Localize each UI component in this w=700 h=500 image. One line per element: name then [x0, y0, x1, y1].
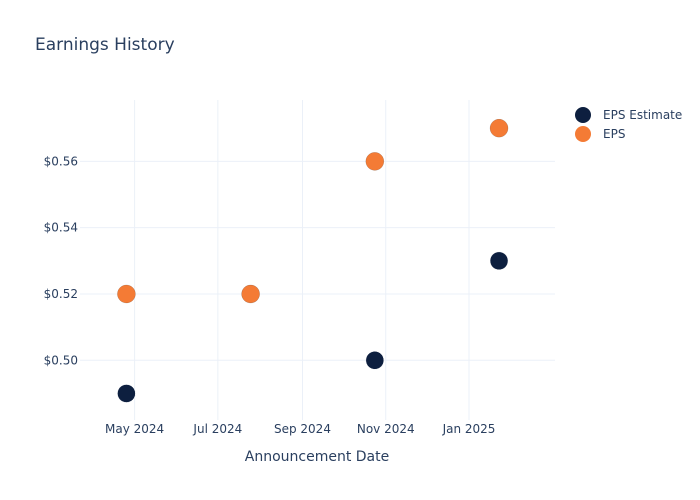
- legend[interactable]: EPS Estimate EPS: [575, 107, 682, 142]
- legend-item[interactable]: EPS Estimate: [575, 107, 682, 123]
- data-point[interactable]: [117, 284, 136, 304]
- data-point[interactable]: [117, 384, 136, 403]
- data-point[interactable]: [365, 152, 385, 171]
- legend-label: EPS Estimate: [603, 108, 682, 122]
- x-tick-label: Jul 2024: [192, 422, 242, 436]
- series-eps-estimate: [117, 251, 509, 403]
- y-tick-label: $0.50: [44, 353, 78, 367]
- data-point[interactable]: [489, 251, 509, 271]
- y-tick-label: $0.56: [44, 154, 78, 168]
- data-point[interactable]: [489, 118, 509, 138]
- x-tick-label: Sep 2024: [274, 422, 331, 436]
- y-tick-label: $0.54: [44, 221, 78, 235]
- data-point[interactable]: [365, 351, 385, 370]
- gridlines: [80, 100, 555, 420]
- legend-marker: [575, 126, 591, 142]
- data-point[interactable]: [241, 284, 260, 304]
- x-tick-label: May 2024: [105, 422, 164, 436]
- x-axis-title: Announcement Date: [245, 449, 389, 465]
- legend-label: EPS: [603, 127, 625, 141]
- legend-item[interactable]: EPS: [575, 126, 625, 142]
- series-eps: [117, 118, 509, 304]
- x-tick-label: Nov 2024: [357, 422, 415, 436]
- chart-title: Earnings History: [35, 35, 175, 55]
- legend-marker: [575, 107, 591, 123]
- axes: May 2024 Jul 2024 Sep 2024 Nov 2024 Jan 2025…: [44, 154, 496, 436]
- y-tick-label: $0.52: [44, 287, 78, 301]
- x-tick-label: Jan 2025: [442, 422, 496, 436]
- plot-area: [117, 118, 509, 403]
